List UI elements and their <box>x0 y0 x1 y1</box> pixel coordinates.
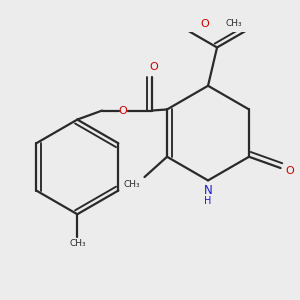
Text: O: O <box>200 19 209 29</box>
Text: CH₃: CH₃ <box>123 180 140 189</box>
Text: O: O <box>150 62 158 72</box>
Text: H: H <box>204 196 212 206</box>
Text: O: O <box>118 106 127 116</box>
Text: N: N <box>204 184 212 197</box>
Text: CH₃: CH₃ <box>225 19 242 28</box>
Text: O: O <box>285 167 294 176</box>
Text: CH₃: CH₃ <box>69 239 85 248</box>
